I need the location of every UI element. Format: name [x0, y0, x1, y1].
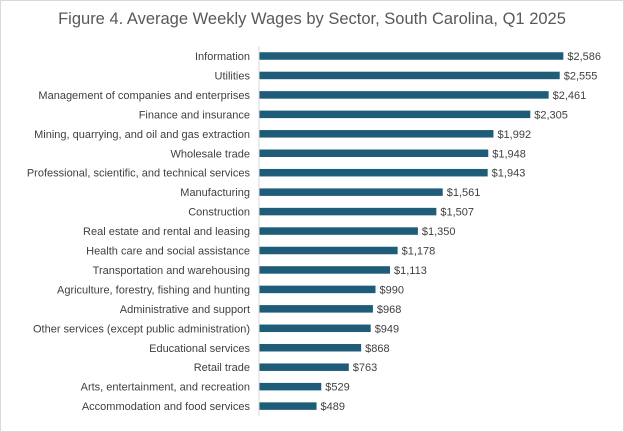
data-label-management-of-companies-and-enterprises: $2,461 [553, 90, 587, 102]
data-label-agriculture-forestry-fishing-and-hunting: $990 [380, 284, 404, 296]
data-label-accommodation-and-food-services: $489 [321, 401, 345, 413]
data-label-other-services-except-public-administration: $949 [375, 323, 399, 335]
data-label-arts-entertainment-and-recreation: $529 [325, 382, 349, 394]
bar-information [259, 52, 564, 60]
data-label-administrative-and-support: $968 [377, 304, 401, 316]
category-label-real-estate-and-rental-and-leasing: Real estate and rental and leasing [83, 226, 250, 238]
data-label-mining-quarrying-and-oil-and-gas-extraction: $1,992 [497, 129, 531, 141]
bar-retail-trade [259, 363, 349, 371]
category-label-accommodation-and-food-services: Accommodation and food services [82, 401, 251, 413]
data-label-wholesale-trade: $1,948 [492, 148, 526, 160]
data-label-construction: $1,507 [440, 207, 474, 219]
category-label-wholesale-trade: Wholesale trade [171, 148, 251, 160]
category-label-health-care-and-social-assistance: Health care and social assistance [86, 246, 250, 258]
category-label-administrative-and-support: Administrative and support [120, 304, 250, 316]
category-label-transportation-and-warehousing: Transportation and warehousing [93, 265, 250, 277]
bar-accommodation-and-food-services [259, 402, 317, 410]
category-label-retail-trade: Retail trade [194, 362, 250, 374]
category-label-arts-entertainment-and-recreation: Arts, entertainment, and recreation [81, 382, 250, 394]
category-label-information: Information [195, 51, 250, 63]
bar-real-estate-and-rental-and-leasing [259, 227, 418, 235]
data-label-transportation-and-warehousing: $1,113 [394, 265, 427, 277]
data-label-real-estate-and-rental-and-leasing: $1,350 [422, 226, 456, 238]
data-label-finance-and-insurance: $2,305 [534, 109, 568, 121]
bar-health-care-and-social-assistance [259, 246, 398, 255]
data-label-educational-services: $868 [365, 343, 389, 355]
bar-agriculture-forestry-fishing-and-hunting [259, 285, 376, 294]
data-label-professional-scientific-and-technical-services: $1,943 [492, 168, 526, 180]
category-label-professional-scientific-and-technical-services: Professional, scientific, and technical … [27, 168, 251, 180]
category-label-utilities: Utilities [215, 70, 251, 82]
bar-administrative-and-support [259, 305, 373, 313]
category-label-educational-services: Educational services [149, 343, 250, 355]
data-label-retail-trade: $763 [353, 362, 377, 374]
category-label-agriculture-forestry-fishing-and-hunting: Agriculture, forestry, fishing and hunti… [57, 284, 250, 296]
bar-educational-services [259, 344, 362, 352]
bar-transportation-and-warehousing [259, 266, 390, 274]
bar-wholesale-trade [259, 149, 489, 157]
category-label-mining-quarrying-and-oil-and-gas-extraction: Mining, quarrying, and oil and gas extra… [34, 129, 250, 141]
bar-utilities [259, 71, 560, 80]
data-label-information: $2,586 [567, 51, 601, 63]
data-label-manufacturing: $1,561 [447, 187, 481, 199]
category-label-manufacturing: Manufacturing [180, 187, 250, 199]
category-label-finance-and-insurance: Finance and insurance [139, 109, 250, 121]
category-label-construction: Construction [188, 207, 250, 219]
category-label-management-of-companies-and-enterprises: Management of companies and enterprises [38, 90, 250, 102]
category-label-other-services-except-public-administration: Other services (except public administra… [33, 323, 250, 335]
bar-finance-and-insurance [259, 110, 531, 119]
bar-other-services-except-public-administration [259, 324, 371, 333]
bar-construction [259, 207, 437, 216]
bar-arts-entertainment-and-recreation [259, 382, 322, 391]
data-label-utilities: $2,555 [564, 70, 598, 82]
bar-management-of-companies-and-enterprises [259, 91, 549, 99]
data-label-health-care-and-social-assistance: $1,178 [402, 246, 436, 258]
bar-manufacturing [259, 188, 443, 196]
bar-mining-quarrying-and-oil-and-gas-extraction [259, 130, 494, 138]
bar-professional-scientific-and-technical-services [259, 168, 488, 177]
chart-title: Figure 4. Average Weekly Wages by Sector… [58, 10, 566, 28]
